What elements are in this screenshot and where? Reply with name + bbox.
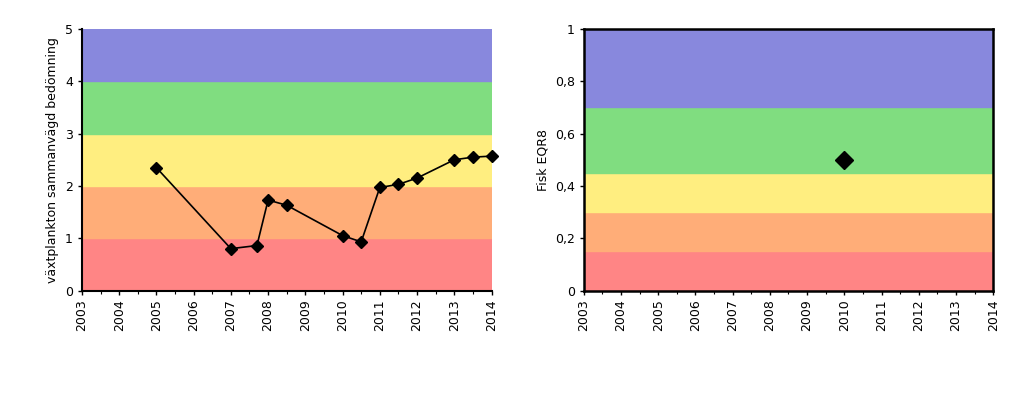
Bar xyxy=(584,212,993,251)
Bar xyxy=(584,29,993,107)
Bar xyxy=(584,173,993,212)
Bar xyxy=(584,251,993,290)
Y-axis label: växtplankton sammanvägd bedömning: växtplankton sammanvägd bedömning xyxy=(46,37,59,283)
Bar xyxy=(82,29,492,81)
Bar xyxy=(82,81,492,134)
Bar xyxy=(82,134,492,186)
Bar xyxy=(82,238,492,290)
Bar xyxy=(584,107,993,173)
Bar xyxy=(82,186,492,238)
Y-axis label: Fisk EQR8: Fisk EQR8 xyxy=(537,129,549,191)
